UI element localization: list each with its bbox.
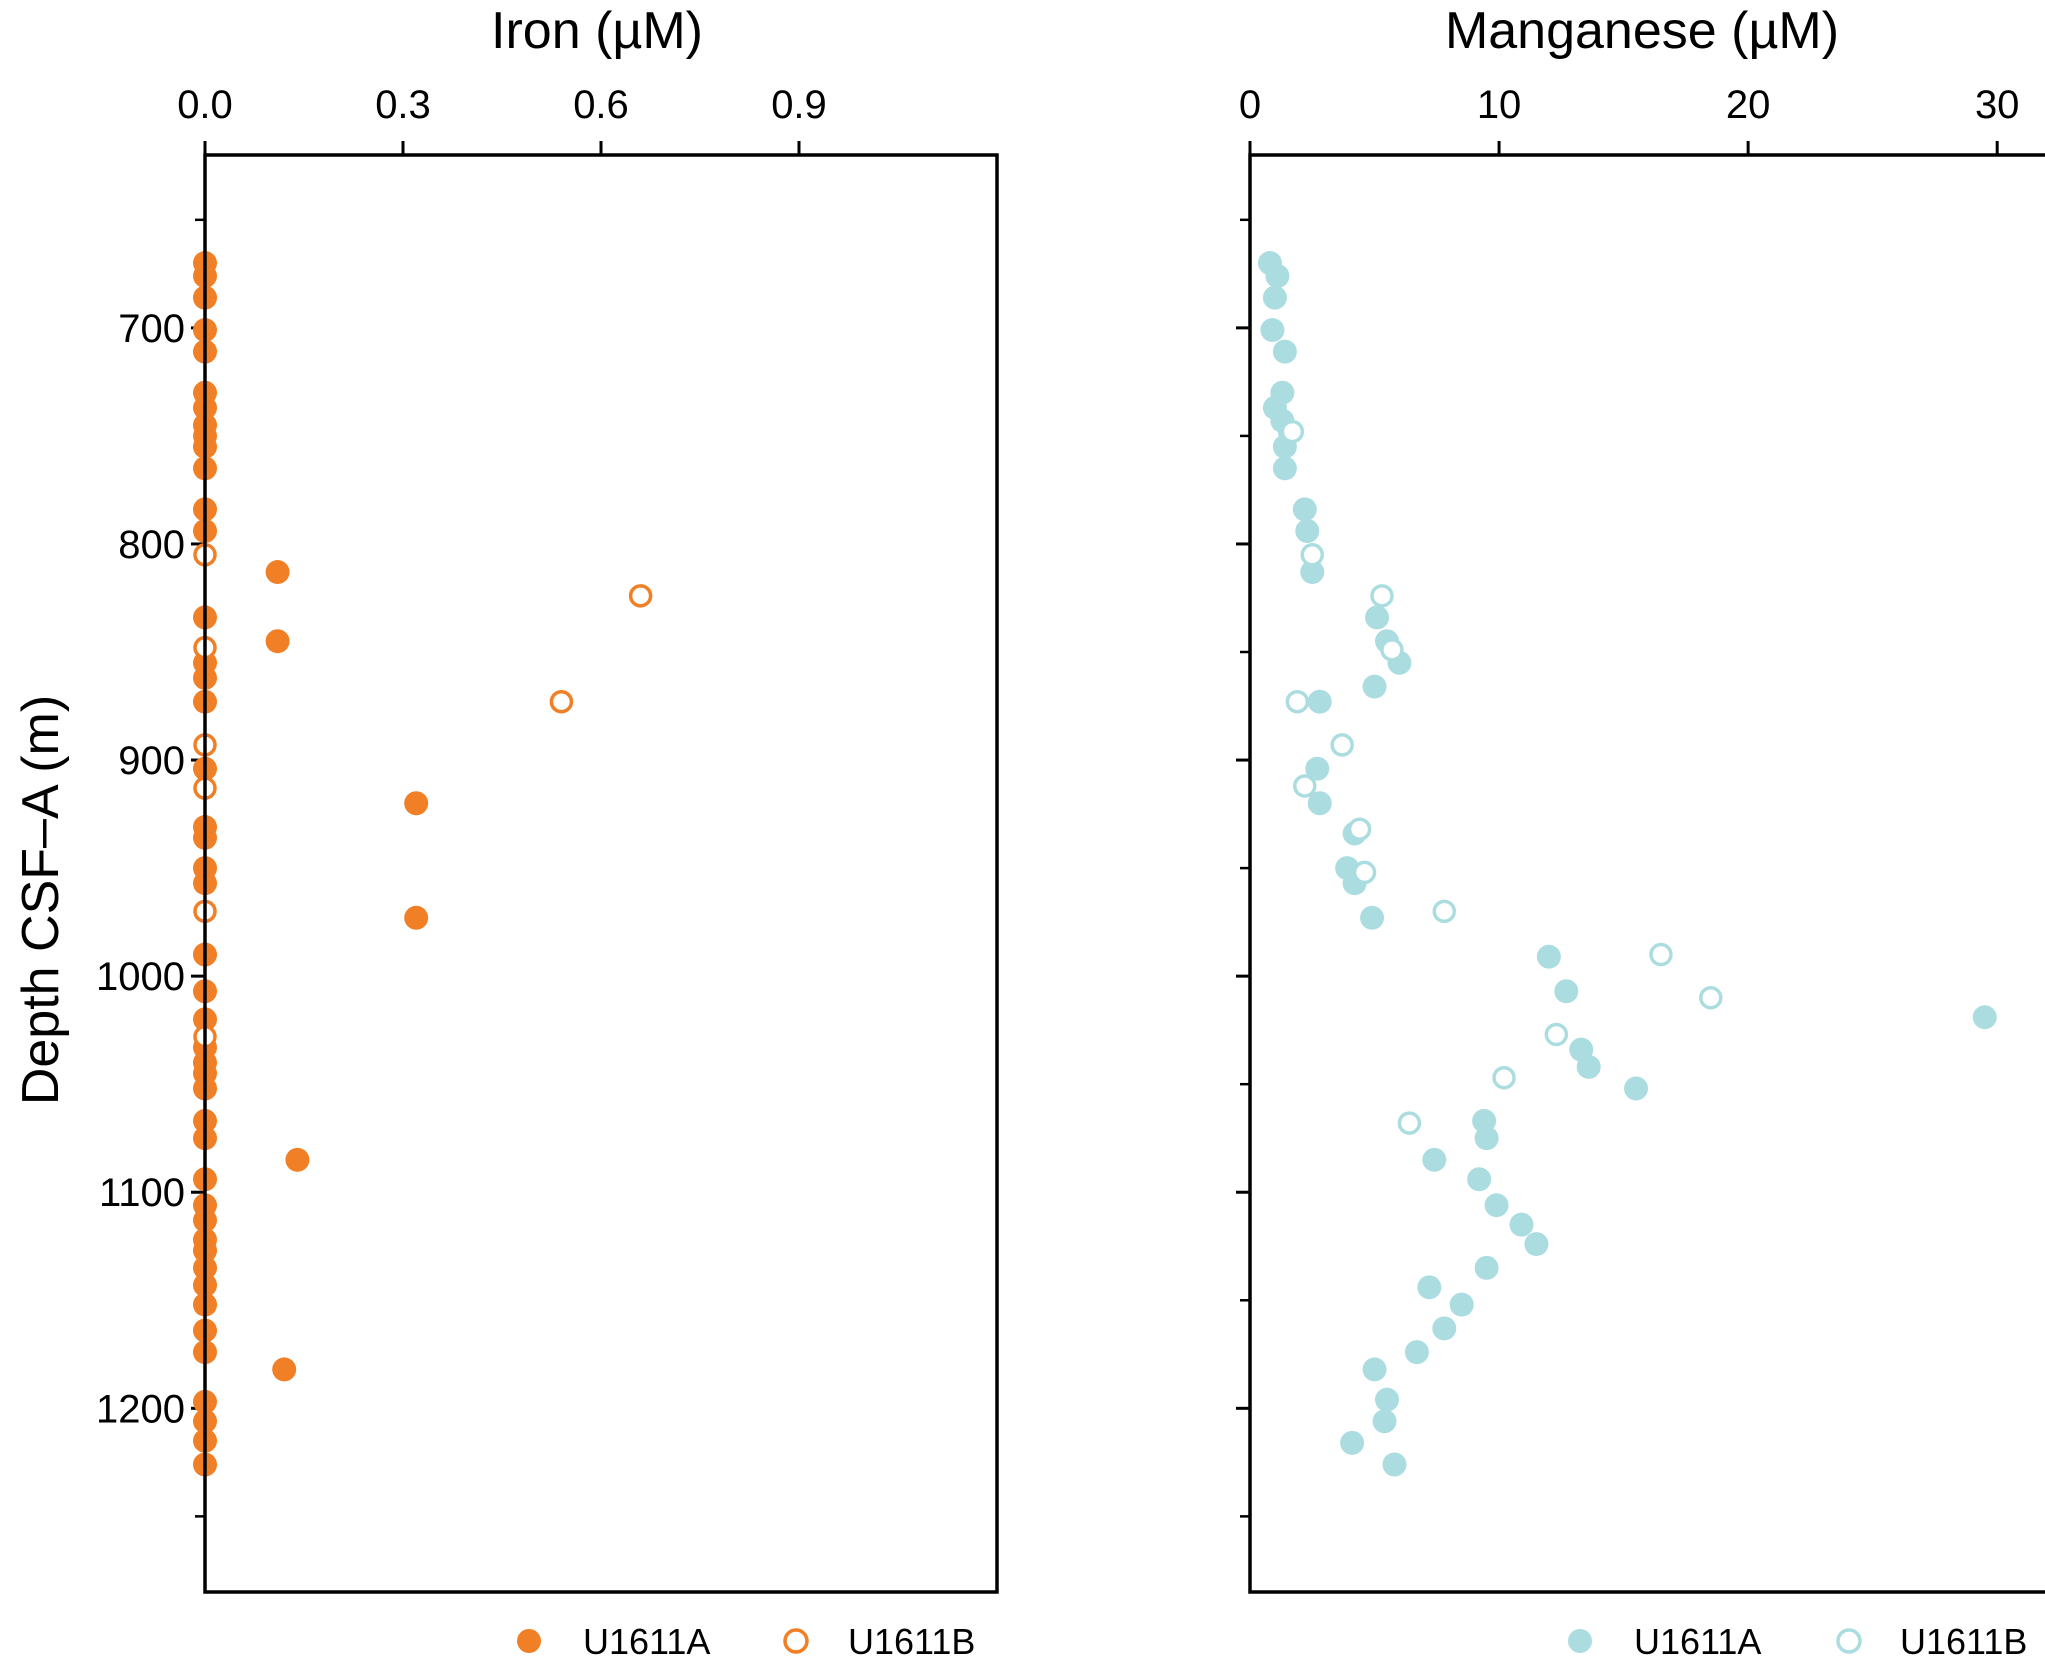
manganese-x-tick-label: 10 — [1477, 83, 1522, 127]
iron-point-u1611a — [404, 905, 429, 930]
iron-y-tick-label: 1100 — [99, 1171, 185, 1215]
manganese-point-u1611b — [1330, 733, 1354, 757]
iron-point-u1611b — [628, 584, 653, 608]
iron-x-tick-label: 0.9 — [771, 83, 827, 127]
depth-y-ticks: 700 800 900 1000 1100 1200 — [96, 218, 205, 1518]
manganese-point-u1611a — [1360, 905, 1385, 930]
manganese-point-u1611b — [1280, 419, 1305, 444]
manganese-point-u1611a — [1382, 1452, 1407, 1477]
depth-axis-title: Depth CSF–A (m) — [12, 695, 70, 1105]
manganese-point-u1611a — [1292, 497, 1317, 522]
manganese-x-tick-label: 20 — [1726, 83, 1771, 127]
iron-data-points — [193, 251, 653, 1477]
manganese-point-u1611a — [1372, 1409, 1397, 1434]
manganese-point-u1611a — [1260, 318, 1285, 343]
manganese-plot-frame — [1248, 153, 2045, 1594]
iron-point-u1611a — [265, 629, 290, 654]
iron-point-u1611b — [549, 689, 574, 714]
manganese-point-u1611a — [1362, 674, 1387, 699]
manganese-point-u1611a — [1467, 1167, 1492, 1192]
manganese-point-u1611a — [1536, 944, 1561, 969]
manganese-point-u1611a — [1972, 1005, 1997, 1030]
iron-axis-title: Iron (µM) — [491, 2, 703, 60]
manganese-point-u1611a — [1340, 1430, 1365, 1455]
iron-y-tick-label: 1200 — [96, 1387, 185, 1431]
iron-point-u1611a — [285, 1147, 310, 1172]
manganese-legend-u1611a-label: U1611A — [1634, 1621, 1761, 1662]
manganese-point-u1611a — [1307, 689, 1332, 714]
manganese-point-u1611a — [1524, 1232, 1549, 1257]
manganese-point-u1611a — [1474, 1255, 1499, 1280]
manganese-legend-u1611a-marker — [1568, 1629, 1592, 1653]
manganese-point-u1611a — [1432, 1316, 1457, 1341]
manganese-point-u1611a — [1417, 1275, 1442, 1300]
iron-point-u1611a — [404, 791, 429, 816]
manganese-point-u1611a — [1295, 518, 1320, 543]
manganese-legend: U1611A U1611B — [1568, 1621, 2027, 1662]
iron-legend-u1611a-marker — [517, 1629, 541, 1653]
manganese-point-u1611a — [1554, 979, 1579, 1004]
iron-legend-u1611b-marker — [783, 1628, 809, 1654]
manganese-point-u1611b — [1285, 689, 1310, 714]
manganese-point-u1611b — [1544, 1022, 1569, 1047]
iron-legend-u1611b-label: U1611B — [848, 1621, 975, 1662]
iron-x-tick-label: 0.3 — [375, 83, 431, 127]
manganese-point-u1611a — [1300, 560, 1325, 585]
manganese-point-u1611b — [1352, 860, 1377, 885]
manganese-point-u1611b — [1370, 584, 1394, 608]
manganese-point-u1611b — [1300, 543, 1325, 567]
manganese-y-ticks — [1236, 218, 1250, 1518]
iron-point-u1611a — [265, 560, 290, 585]
iron-y-tick-label: 700 — [118, 307, 185, 351]
manganese-point-u1611b — [1347, 817, 1372, 841]
manganese-point-u1611a — [1374, 1387, 1399, 1412]
iron-y-tick-label: 1000 — [96, 955, 185, 999]
iron-legend: U1611A U1611B — [517, 1621, 975, 1662]
manganese-point-u1611a — [1305, 756, 1330, 781]
manganese-point-u1611a — [1365, 605, 1390, 630]
manganese-legend-u1611b-marker — [1836, 1628, 1862, 1654]
manganese-point-u1611a — [1449, 1292, 1474, 1317]
iron-panel: Iron (µM) Depth CSF–A (m) 0.0 0.3 0.6 0.9 7… — [12, 2, 999, 1662]
manganese-axis-title: Manganese (µM) — [1445, 2, 1839, 60]
manganese-point-u1611a — [1484, 1193, 1509, 1218]
manganese-point-u1611a — [1307, 791, 1332, 816]
manganese-point-u1611b — [1293, 774, 1317, 798]
iron-x-ticks: 0.0 0.3 0.6 0.9 — [177, 83, 827, 155]
manganese-point-u1611a — [1474, 1126, 1499, 1151]
manganese-point-u1611b — [1380, 638, 1404, 662]
manganese-x-tick-label: 0 — [1239, 83, 1261, 127]
manganese-point-u1611a — [1404, 1340, 1429, 1365]
manganese-legend-u1611b-label: U1611B — [1900, 1621, 2027, 1662]
manganese-point-u1611a — [1265, 264, 1290, 289]
manganese-point-u1611b — [1699, 986, 1723, 1010]
iron-y-tick-label: 900 — [118, 739, 185, 783]
manganese-x-tick-label: 30 — [1975, 83, 2020, 127]
iron-x-tick-label: 0.0 — [177, 83, 233, 127]
manganese-point-u1611a — [1624, 1076, 1649, 1101]
iron-x-tick-label: 0.6 — [573, 83, 629, 127]
manganese-x-ticks: 0 10 20 30 — [1239, 83, 2020, 155]
manganese-point-u1611b — [1649, 942, 1673, 967]
iron-point-u1611a — [272, 1357, 297, 1382]
manganese-point-u1611a — [1272, 456, 1297, 481]
manganese-point-u1611a — [1422, 1147, 1447, 1172]
iron-legend-u1611a-label: U1611A — [583, 1621, 710, 1662]
manganese-data-points — [1257, 251, 1997, 1477]
manganese-point-u1611b — [1397, 1111, 1422, 1135]
manganese-point-u1611a — [1262, 285, 1287, 310]
manganese-point-u1611b — [1492, 1065, 1516, 1090]
manganese-point-u1611a — [1576, 1054, 1601, 1079]
manganese-point-u1611b — [1432, 899, 1457, 924]
manganese-point-u1611a — [1509, 1212, 1534, 1237]
iron-y-tick-label: 800 — [118, 523, 185, 567]
iron-plot-frame — [203, 153, 999, 1594]
manganese-panel: Manganese (µM) 0 10 20 30 U1611A U1611B — [1236, 2, 2045, 1662]
manganese-point-u1611a — [1272, 339, 1297, 364]
manganese-point-u1611a — [1362, 1357, 1387, 1382]
